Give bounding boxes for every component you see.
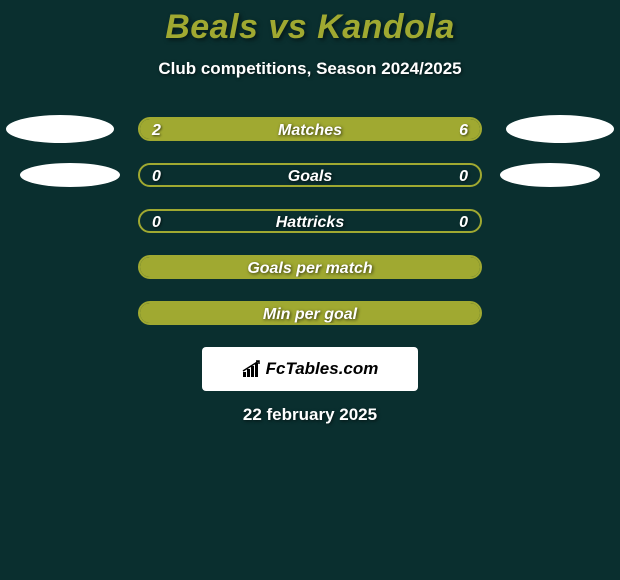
stat-value-right: 0 <box>459 165 468 187</box>
watermark-content: FcTables.com <box>242 359 379 379</box>
stat-row: Goals per match <box>0 255 620 279</box>
player-ellipse-left <box>20 163 120 187</box>
stat-value-left: 2 <box>152 119 161 141</box>
player-ellipse-right <box>506 115 614 143</box>
bar-chart-icon <box>242 360 264 378</box>
subtitle: Club competitions, Season 2024/2025 <box>0 59 620 79</box>
infographic-container: Beals vs Kandola Club competitions, Seas… <box>0 0 620 425</box>
player-ellipse-left <box>6 115 114 143</box>
player-ellipse-right <box>500 163 600 187</box>
stat-value-left: 0 <box>152 211 161 233</box>
stat-row: 0 0Hattricks <box>0 209 620 233</box>
stat-value-left: 0 <box>152 165 161 187</box>
stat-label: Hattricks <box>140 211 480 233</box>
stat-bar: 26Matches <box>138 117 482 141</box>
stat-row: Min per goal <box>0 301 620 325</box>
stat-row: 0 0Goals <box>0 163 620 187</box>
stat-bar-fill-left <box>140 303 480 323</box>
date-label: 22 february 2025 <box>0 405 620 425</box>
stat-label: Goals <box>140 165 480 187</box>
stat-bar: 0 0Hattricks <box>138 209 482 233</box>
stat-value-right: 6 <box>459 119 468 141</box>
stat-bar: Min per goal <box>138 301 482 325</box>
stat-value-right: 0 <box>459 211 468 233</box>
page-title: Beals vs Kandola <box>0 8 620 47</box>
stat-row: 26Matches <box>0 117 620 141</box>
stat-bar: Goals per match <box>138 255 482 279</box>
stat-bar-fill-right <box>215 119 480 139</box>
stat-rows: 26Matches00Goals00HattricksGoals per mat… <box>0 117 620 325</box>
watermark-badge: FcTables.com <box>202 347 418 391</box>
watermark-text: FcTables.com <box>266 359 379 379</box>
stat-bar: 0 0Goals <box>138 163 482 187</box>
stat-bar-fill-left <box>140 257 480 277</box>
